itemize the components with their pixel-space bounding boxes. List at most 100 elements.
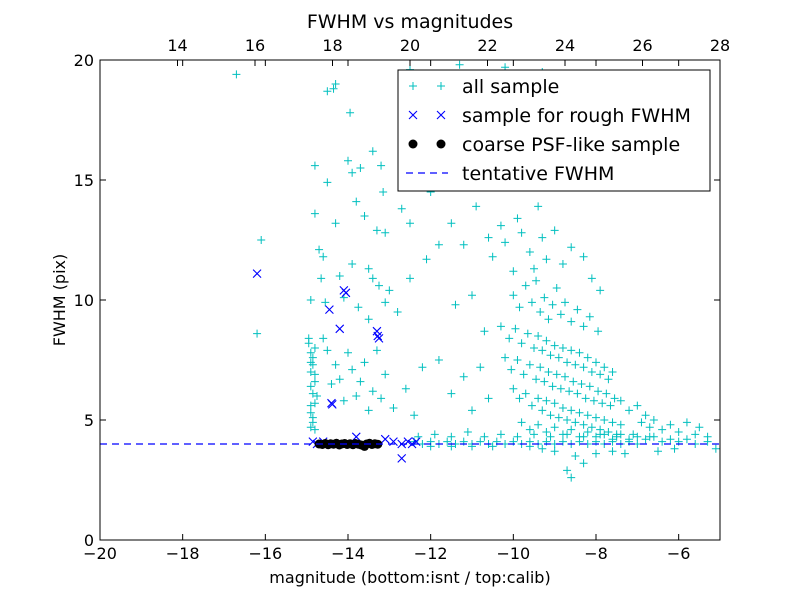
all-sample-point [310, 209, 319, 218]
all-sample-point [306, 296, 315, 304]
all-sample-point [691, 430, 700, 439]
all-sample-point [509, 384, 518, 393]
all-sample-point [534, 420, 543, 429]
all-sample-point [536, 363, 545, 372]
all-sample-point [527, 298, 536, 307]
all-sample-point [509, 267, 518, 276]
all-sample-point [410, 411, 419, 420]
all-sample-point [569, 377, 578, 386]
legend-marker [409, 82, 417, 90]
all-sample-point [331, 360, 340, 369]
all-sample-point [368, 147, 377, 156]
all-sample-point [257, 236, 266, 244]
all-sample-point [515, 394, 524, 403]
all-sample-point [310, 399, 319, 408]
all-sample-point [579, 459, 588, 468]
all-sample-point [488, 442, 497, 451]
all-sample-point [544, 315, 553, 324]
all-sample-point [567, 473, 576, 482]
rough-fwhm-point [397, 454, 407, 463]
x-tick-label-top: 24 [555, 36, 575, 55]
all-sample-point [573, 389, 582, 398]
all-sample-point [602, 389, 611, 398]
all-sample-point [451, 300, 460, 309]
all-sample-point [313, 392, 321, 400]
all-sample-point [434, 240, 443, 249]
all-sample-point [563, 466, 572, 475]
all-sample-point [577, 380, 586, 388]
x-tick-label-bottom: −6 [667, 544, 691, 563]
all-sample-point [573, 305, 582, 314]
all-sample-point [558, 404, 567, 412]
all-sample-point [554, 413, 563, 422]
all-sample-point [447, 389, 456, 398]
all-sample-point [496, 430, 505, 439]
all-sample-point [331, 219, 340, 228]
all-sample-point [335, 272, 344, 280]
all-sample-point [364, 264, 373, 273]
all-sample-point [594, 327, 603, 336]
all-sample-point [534, 332, 543, 340]
all-sample-point [616, 396, 625, 405]
x-tick-label-bottom: −16 [248, 544, 282, 563]
all-sample-point [443, 437, 452, 446]
all-sample-point [563, 430, 572, 439]
all-sample-point [608, 368, 617, 376]
all-sample-point [542, 428, 551, 436]
all-sample-point [633, 432, 642, 441]
all-sample-point [550, 226, 559, 235]
all-sample-point [329, 84, 338, 93]
all-sample-point [480, 432, 489, 441]
legend-marker [436, 110, 446, 120]
all-sample-point [521, 389, 530, 398]
rough-fwhm-point [335, 324, 345, 334]
plot-area: −20 −18 −16 −14 −12 −10 −8 −6 14 16 18 20 22 24 26 28 0 5… [74, 36, 731, 563]
all-sample-point [306, 401, 315, 410]
all-sample-point [542, 255, 551, 264]
all-sample-point [364, 315, 373, 324]
all-sample-point [418, 363, 427, 372]
legend-marker [437, 82, 445, 90]
all-sample-point [674, 428, 683, 436]
all-sample-point [344, 348, 352, 357]
legend-label-tentative-fwhm: tentative FWHM [462, 163, 614, 185]
all-sample-point [356, 164, 365, 172]
all-sample-point [496, 322, 505, 331]
all-sample-point [546, 432, 555, 441]
all-sample-point [472, 202, 481, 211]
all-sample-point [616, 420, 625, 429]
all-sample-point [579, 322, 588, 331]
all-sample-point [348, 168, 357, 177]
all-sample-point [377, 161, 386, 170]
all-sample-point [540, 293, 549, 302]
all-sample-point [385, 286, 394, 295]
all-sample-point [319, 334, 328, 343]
all-sample-point [565, 387, 574, 396]
all-sample-point [308, 389, 317, 398]
all-sample-point [546, 411, 555, 420]
all-sample-point [513, 356, 522, 364]
legend-marker [436, 139, 446, 149]
all-sample-point [532, 276, 541, 285]
legend-label: coarse PSF-like sample [462, 134, 680, 156]
all-sample-point [608, 437, 617, 446]
all-sample-point [641, 435, 650, 444]
all-sample-point [501, 353, 510, 362]
all-sample-point [585, 312, 594, 321]
all-sample-point [389, 404, 398, 412]
all-sample-point [548, 382, 557, 391]
all-sample-point [360, 212, 369, 220]
y-tick-label: 10 [74, 291, 94, 310]
all-sample-point [488, 252, 497, 261]
all-sample-point [523, 329, 532, 338]
all-sample-point [525, 248, 534, 256]
all-sample-point [306, 358, 315, 367]
all-sample-point [534, 394, 543, 403]
all-sample-point [682, 435, 691, 444]
all-sample-point [571, 418, 580, 427]
all-sample-point [397, 204, 406, 213]
all-sample-point [310, 425, 319, 434]
all-sample-point [310, 161, 319, 170]
all-sample-point [579, 252, 588, 261]
all-sample-point [406, 274, 414, 283]
